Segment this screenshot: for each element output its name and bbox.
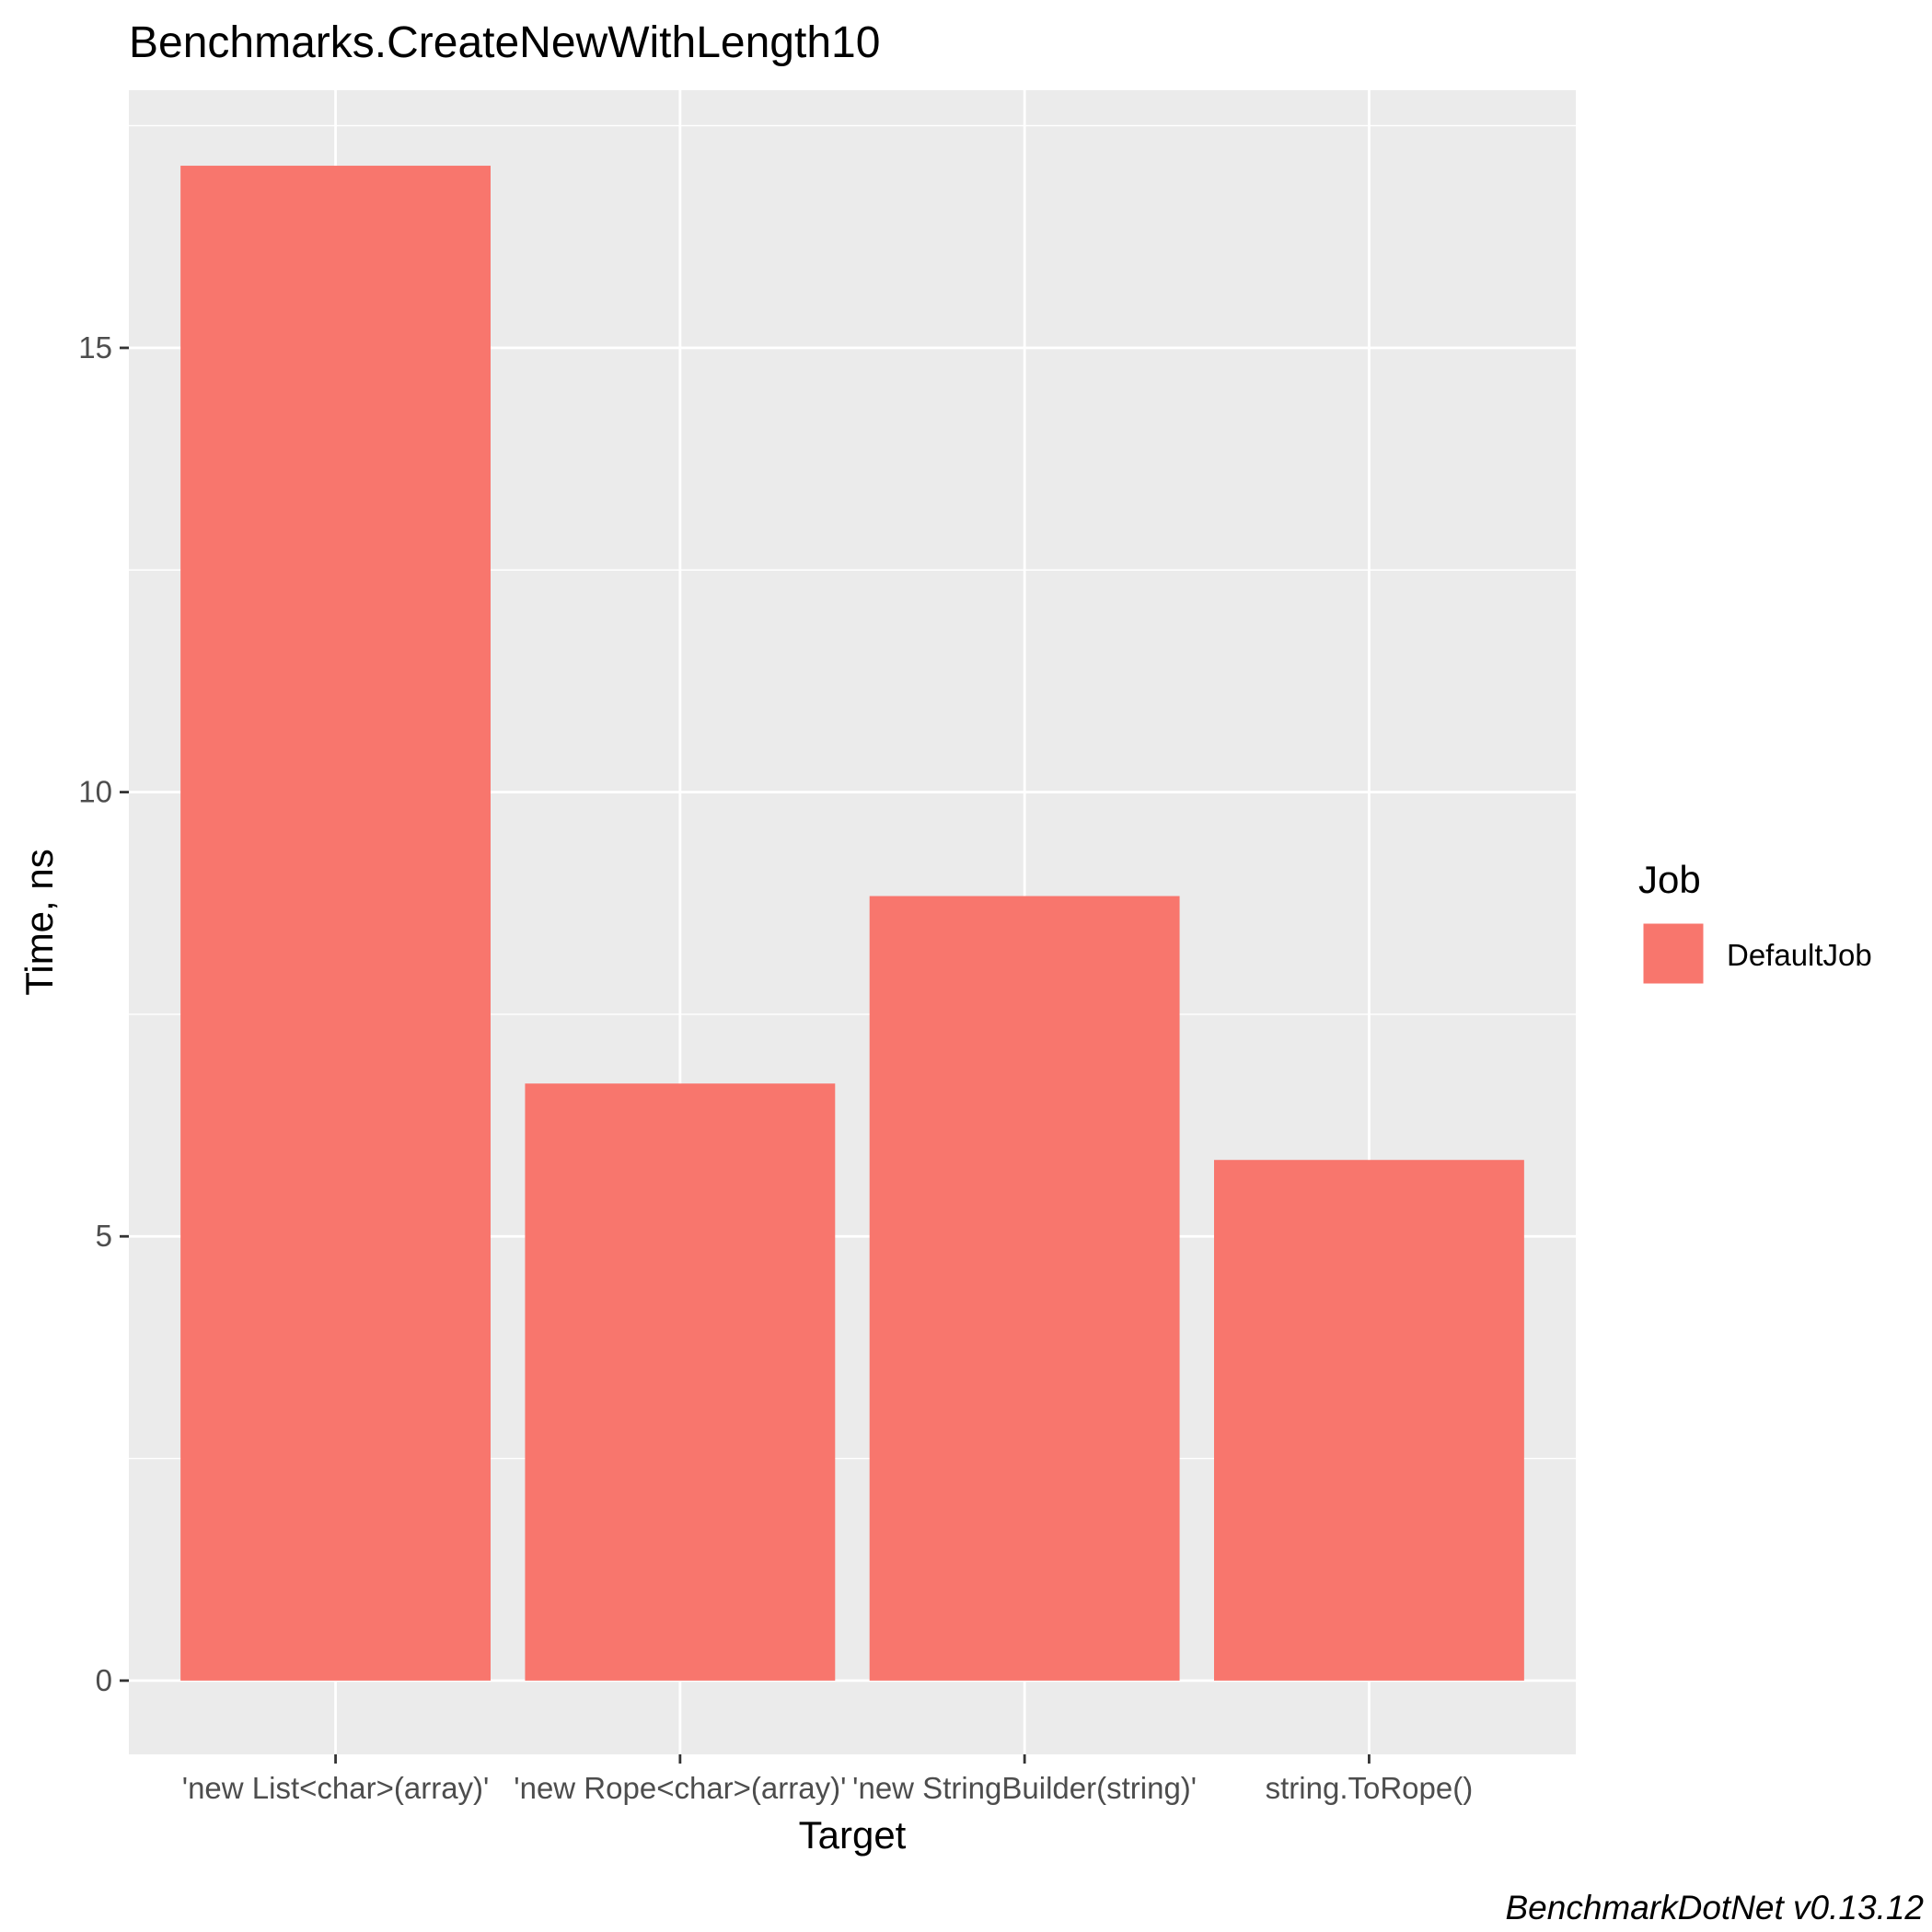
x-tick-label: 'new List<char>(array)': [182, 1771, 490, 1805]
x-tick-label: string.ToRope(): [1266, 1771, 1474, 1805]
bar-2: [525, 1083, 836, 1681]
y-tick-label: 10: [78, 775, 112, 809]
legend-label: DefaultJob: [1727, 938, 1872, 972]
legend-key: [1640, 920, 1706, 987]
legend-title: Job: [1638, 858, 1701, 901]
x-axis-title: Target: [799, 1813, 907, 1857]
bars-layer: [180, 166, 1524, 1681]
legend: Job DefaultJob: [1638, 858, 1872, 987]
chart-title: Benchmarks.CreateNewWithLength10: [129, 18, 880, 67]
y-axis-title: Time, ns: [17, 849, 61, 995]
y-tick-label: 5: [96, 1219, 112, 1253]
bar-1: [180, 166, 491, 1681]
x-tick-label: 'new Rope<char>(array)': [514, 1771, 846, 1805]
bar-3: [869, 896, 1180, 1681]
chart-caption: BenchmarkDotNet v0.13.12: [1505, 1889, 1924, 1926]
x-tick-label: 'new StringBuilder(string)': [852, 1771, 1197, 1805]
y-tick-label: 0: [96, 1663, 112, 1697]
y-tick-label: 15: [78, 330, 112, 364]
bar-4: [1214, 1160, 1524, 1681]
axis-layer: 0 5 10 15 'new List<char>(array)' 'new Rope<c…: [78, 330, 1473, 1805]
